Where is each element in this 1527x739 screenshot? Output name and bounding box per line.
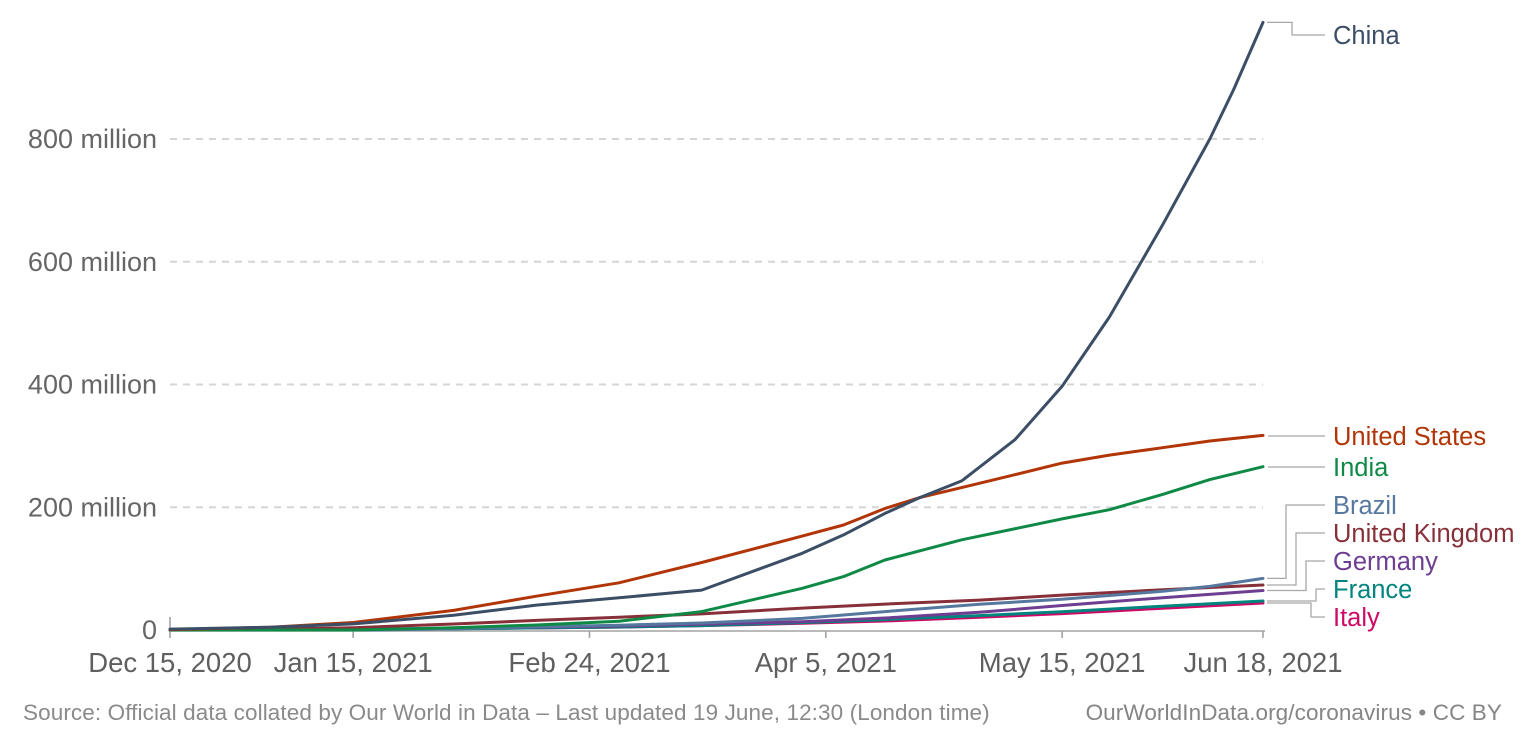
series-label-italy[interactable]: Italy	[1333, 604, 1380, 632]
line-united-kingdom[interactable]	[168, 583, 1265, 632]
x-axis-tick-label: Feb 24, 2021	[508, 647, 670, 678]
source-note: Source: Official data collated by Our Wo…	[23, 700, 990, 725]
series-label-china[interactable]: China	[1333, 22, 1400, 50]
y-axis-tick-label: 400 million	[28, 370, 157, 400]
owid-watermark-link[interactable]: OurWorldInData.org/coronavirus • CC BY	[1085, 700, 1502, 725]
x-axis-tick-label: Apr 5, 2021	[755, 647, 897, 678]
series-label-france[interactable]: France	[1333, 576, 1412, 604]
line-china[interactable]	[168, 20, 1265, 631]
y-axis-tick-label: 600 million	[28, 247, 157, 277]
x-axis-tick-label: Jun 18, 2021	[1183, 647, 1342, 678]
series-label-united-states[interactable]: United States	[1333, 423, 1486, 451]
series-label-india[interactable]: India	[1333, 454, 1389, 482]
line-india[interactable]	[168, 465, 1265, 632]
label-connector	[1267, 532, 1325, 586]
series-label-germany[interactable]: Germany	[1333, 548, 1438, 576]
y-axis-tick-label: 200 million	[28, 492, 157, 522]
line-united-states[interactable]	[168, 433, 1265, 632]
chart-canvas: 0 200 million 400 million 600 million 800 mi…	[28, 20, 1514, 678]
label-connector	[1267, 560, 1325, 592]
label-connector	[1267, 504, 1325, 580]
series-label-united-kingdom[interactable]: United Kingdom	[1333, 520, 1514, 548]
label-connector	[1267, 21, 1325, 36]
y-axis-tick-label: 800 million	[28, 124, 157, 154]
y-axis-tick-label: 0	[142, 615, 157, 645]
x-axis-tick-label: May 15, 2021	[979, 647, 1146, 678]
chart-footer: Source: Official data collated by Our Wo…	[0, 700, 1527, 726]
label-connector	[1267, 588, 1325, 602]
x-axis-tick-label: Dec 15, 2020	[88, 647, 252, 678]
label-connector	[1267, 602, 1325, 618]
x-axis-tick-label: Jan 15, 2021	[274, 647, 433, 678]
series-label-brazil[interactable]: Brazil	[1333, 492, 1397, 520]
